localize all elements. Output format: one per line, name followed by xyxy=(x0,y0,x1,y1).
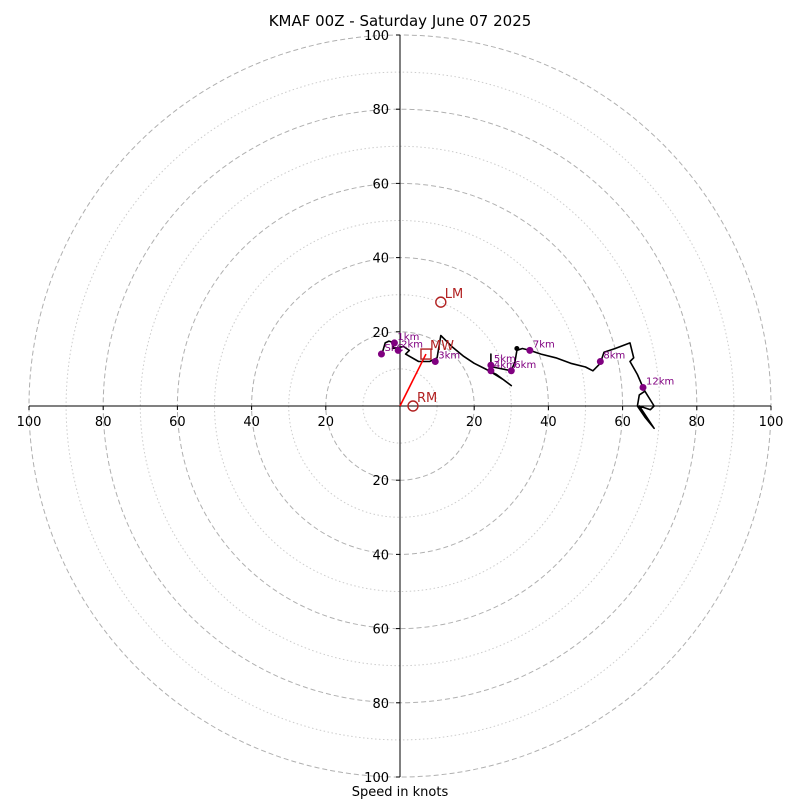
shear-line xyxy=(399,353,427,407)
height-label-2km: 2km xyxy=(401,339,423,350)
height-marker-8km xyxy=(596,357,604,365)
storm-marker-rm xyxy=(407,400,419,412)
y-tick-label: 100 xyxy=(364,29,389,44)
height-label-7km: 7km xyxy=(533,339,555,350)
shear-vector xyxy=(399,353,427,407)
x-tick-label: 20 xyxy=(318,415,335,430)
y-tick-label: 40 xyxy=(372,252,389,267)
x-tick-label: 80 xyxy=(689,415,706,430)
x-tick-label: 40 xyxy=(540,415,557,430)
x-tick-label: 40 xyxy=(243,415,260,430)
tick-labels: 100 80 60 40 20 20 40 60 80 100 100 80 60 40 20 20 40 60 8… xyxy=(17,29,784,786)
storm-motion-markers: LM MW RM xyxy=(407,287,463,412)
storm-label-mw: MW xyxy=(430,339,454,354)
height-label-6km: 6km xyxy=(514,360,536,371)
y-tick-label: 40 xyxy=(372,548,389,563)
storm-marker-mw xyxy=(420,348,432,360)
y-tick-label: 80 xyxy=(372,697,389,712)
y-tick-label: 20 xyxy=(372,474,389,489)
storm-label-lm: LM xyxy=(445,287,463,302)
height-marker-2km xyxy=(394,346,402,354)
x-tick-label: 60 xyxy=(614,415,631,430)
y-tick-label: 60 xyxy=(372,623,389,638)
height-label-5km: 5km xyxy=(494,354,516,365)
height-marker-7km xyxy=(526,346,534,354)
y-tick-label: 20 xyxy=(372,326,389,341)
height-marker-12km xyxy=(639,383,647,391)
x-tick-label: 100 xyxy=(17,415,42,430)
height-label-8km: 8km xyxy=(603,350,625,361)
x-tick-label: 20 xyxy=(466,415,483,430)
chart-title: KMAF 00Z - Saturday June 07 2025 xyxy=(269,12,532,30)
y-tick-label: 100 xyxy=(364,771,389,786)
height-marker-sfc xyxy=(377,350,385,358)
height-label-4km: 4km xyxy=(494,360,516,371)
trace-point xyxy=(514,345,520,351)
height-label-sfc: SFC xyxy=(384,343,403,354)
height-marker-4km xyxy=(487,367,495,375)
x-tick-label: 80 xyxy=(95,415,112,430)
height-label-12km: 12km xyxy=(646,376,674,387)
y-tick-label: 60 xyxy=(372,177,389,192)
storm-marker-lm xyxy=(435,296,447,308)
height-marker-5km xyxy=(487,361,495,369)
height-marker-1km xyxy=(390,339,398,347)
storm-label-rm: RM xyxy=(417,391,437,406)
height-marker-3km xyxy=(431,357,439,365)
height-label-3km: 3km xyxy=(438,350,460,361)
x-tick-label: 60 xyxy=(169,415,186,430)
x-axis-label: Speed in knots xyxy=(352,785,449,800)
x-tick-label: 100 xyxy=(759,415,784,430)
y-tick-label: 80 xyxy=(372,103,389,118)
height-marker-6km xyxy=(507,367,515,375)
height-label-1km: 1km xyxy=(397,332,419,343)
